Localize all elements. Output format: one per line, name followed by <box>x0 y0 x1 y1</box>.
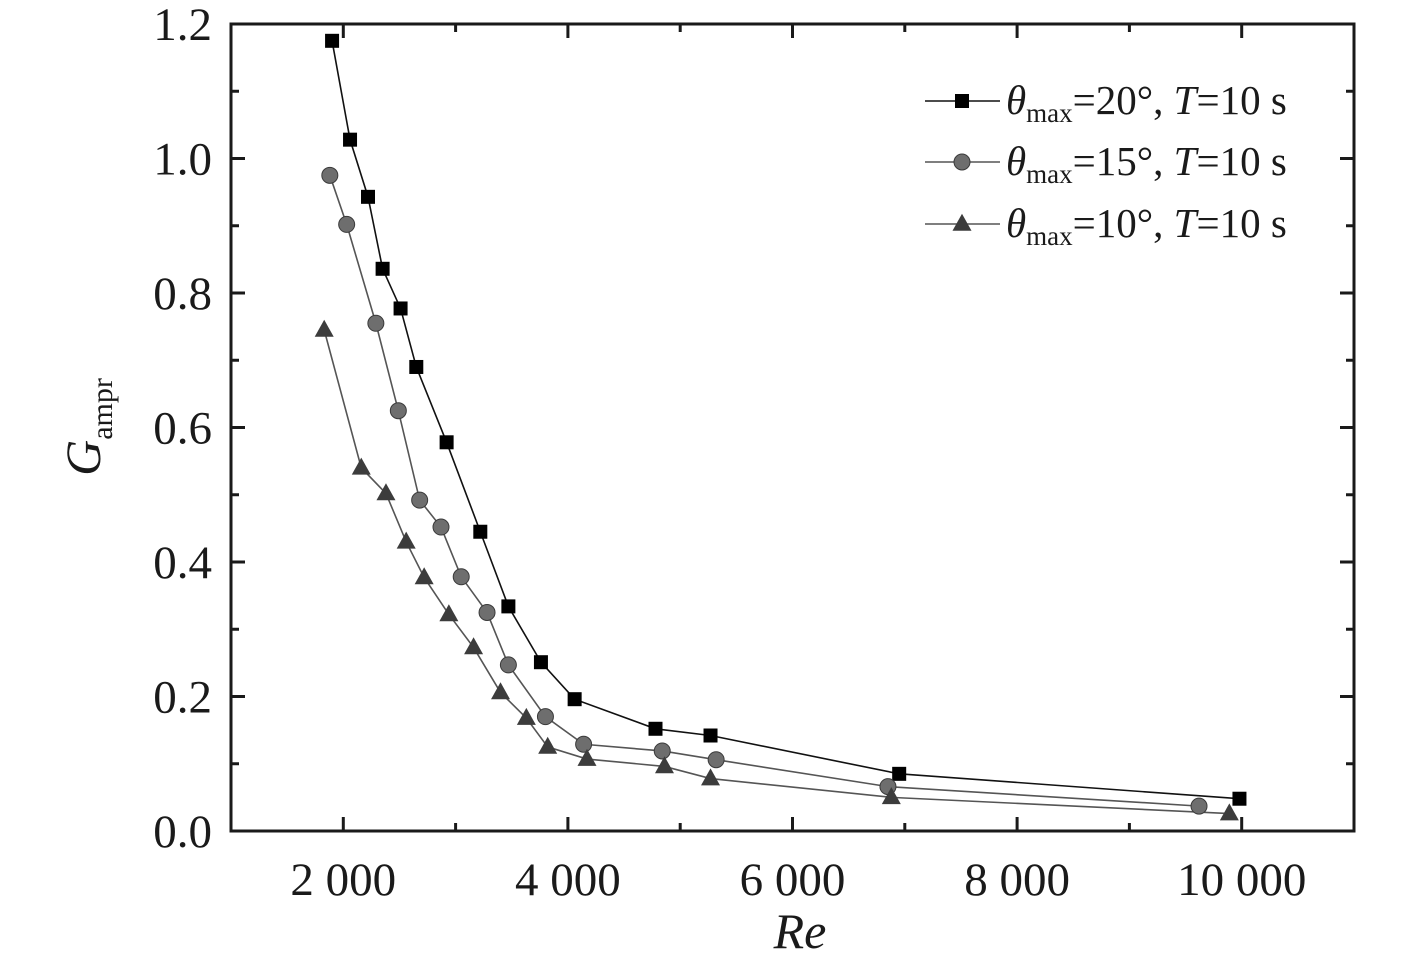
series-20deg-point <box>1232 791 1247 806</box>
x-tick-label: 8 000 <box>964 854 1070 906</box>
series-15deg-point <box>499 656 517 674</box>
y-tick-label: 0.0 <box>153 806 212 858</box>
series-15deg-point <box>367 314 385 332</box>
series-20deg-point <box>533 655 548 670</box>
legend-label-part: θ <box>1006 138 1026 184</box>
series-20deg-point <box>703 728 718 743</box>
series-10deg-point <box>577 748 597 766</box>
series-10deg-point <box>439 604 459 622</box>
series-15deg-legend-marker <box>953 153 971 171</box>
series-10deg-point <box>1219 803 1239 821</box>
legend-label-part: T <box>1174 200 1200 246</box>
series-10deg-point <box>701 768 721 786</box>
series-15deg-line <box>329 175 1200 807</box>
series-10deg-point <box>396 531 416 549</box>
x-tick-label: 6 000 <box>740 854 846 906</box>
series-15deg-point <box>338 215 356 233</box>
series-10deg-legend-label: θmax=10°, T=10 s <box>1006 200 1287 251</box>
x-tick-label: 10 000 <box>1177 854 1306 906</box>
series-20deg-point <box>648 721 663 736</box>
legend-label-part: max <box>1026 98 1073 128</box>
series-10deg-point <box>414 567 434 585</box>
y-axis-title: Gampr <box>55 378 119 476</box>
series-20deg-point <box>501 599 516 614</box>
series-10deg-point <box>351 457 371 475</box>
series-15deg-point <box>653 742 671 760</box>
series-15deg-legend-label: θmax=15°, T=10 s <box>1006 138 1287 189</box>
series-10deg-point <box>491 682 511 700</box>
series-15deg-point <box>478 603 496 621</box>
series-10deg-point <box>516 707 536 725</box>
legend-label-part: =10 s <box>1196 77 1286 123</box>
series-20deg-point <box>439 435 454 450</box>
series-markers <box>314 33 1247 821</box>
y-tick-label: 0.6 <box>153 403 212 455</box>
x-axis-title: Re <box>773 903 827 954</box>
legend-label-part: max <box>1026 159 1073 189</box>
legend-label-part: =10°, <box>1073 200 1174 246</box>
y-tick-label: 0.4 <box>153 537 212 589</box>
series-20deg-legend-marker <box>955 94 969 108</box>
series-20deg-point <box>892 766 907 781</box>
series-15deg-point <box>411 491 429 509</box>
series-15deg-point <box>321 166 339 184</box>
legend-label-part: θ <box>1006 200 1026 246</box>
series-10deg-point <box>654 756 674 774</box>
series-20deg-point <box>473 524 488 539</box>
series-10deg-point <box>314 319 334 337</box>
series-15deg-point <box>432 518 450 536</box>
series-10deg-point <box>464 637 484 655</box>
series-20deg-point <box>343 132 358 147</box>
series-15deg-point <box>452 568 470 586</box>
series-20deg-point <box>409 359 424 374</box>
series-20deg-point <box>361 189 376 204</box>
legend-label-part: =10 s <box>1196 138 1286 184</box>
axis-ticks <box>231 24 1354 831</box>
series-10deg-point <box>538 736 558 754</box>
y-tick-label: 0.8 <box>153 268 212 320</box>
series-15deg-point <box>1190 797 1208 815</box>
legend-label-part: =10 s <box>1196 200 1286 246</box>
series-20deg-point <box>375 261 390 276</box>
series-10deg-legend-marker <box>952 213 972 231</box>
tick-labels: 2 000 4 000 6 000 8 000 10 000 0.0 0.2 0.4 0.6 0.… <box>153 0 1306 906</box>
legend-label-part: T <box>1174 138 1200 184</box>
legend-label-part: =20°, <box>1073 77 1174 123</box>
series-20deg-point <box>325 33 340 48</box>
legend-label-part: θ <box>1006 77 1026 123</box>
series-15deg-point <box>575 735 593 753</box>
series-10deg-point <box>881 787 901 805</box>
series-15deg-point <box>707 751 725 769</box>
legend-label-part: T <box>1174 77 1200 123</box>
series-20deg-legend-label: θmax=20°, T=10 s <box>1006 77 1287 128</box>
y-tick-label: 0.2 <box>153 672 212 724</box>
y-tick-label: 1.2 <box>153 0 212 51</box>
y-axis-title-sub: ampr <box>86 378 119 440</box>
y-axis-title-main: G <box>55 440 111 476</box>
series-15deg-point <box>536 708 554 726</box>
series-20deg-point <box>567 692 582 707</box>
y-tick-label: 1.0 <box>153 134 212 186</box>
legend-label-part: =15°, <box>1073 138 1174 184</box>
legend-label-part: max <box>1026 221 1073 251</box>
x-tick-label: 4 000 <box>515 854 621 906</box>
series-10deg-point <box>376 483 396 501</box>
series-20deg-point <box>393 301 408 316</box>
x-tick-label: 2 000 <box>290 854 396 906</box>
series-15deg-point <box>389 402 407 420</box>
